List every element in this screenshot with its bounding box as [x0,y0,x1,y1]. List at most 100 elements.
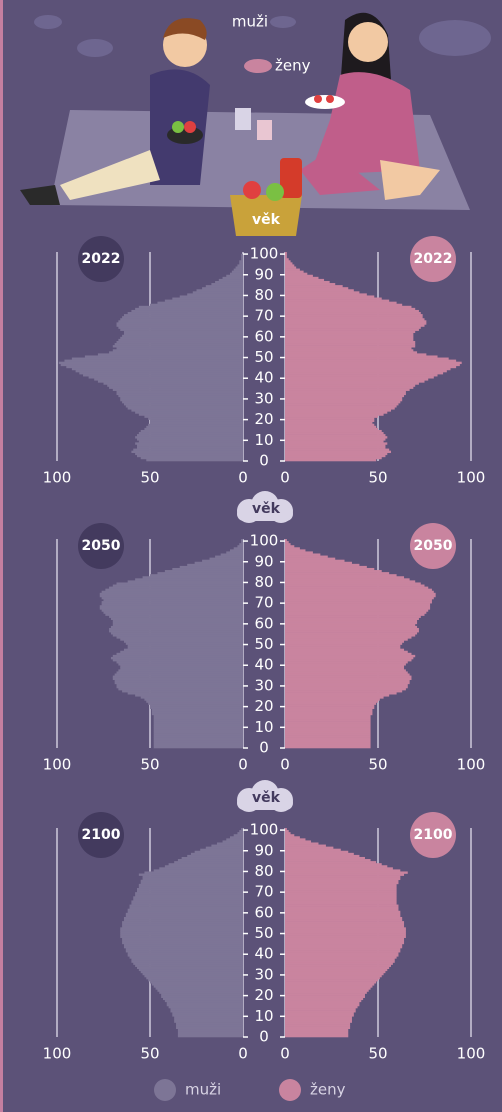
bar [285,840,312,843]
bar [285,603,431,606]
bar [202,559,243,563]
bar [285,865,388,868]
bar [140,879,243,883]
bar [116,322,243,325]
bar [285,349,414,352]
bar [172,1012,243,1015]
bar [99,607,243,610]
bar [285,927,406,930]
bar [222,276,243,280]
bar [153,741,243,745]
bar [285,547,300,550]
bar [285,553,321,556]
bar [138,885,243,889]
bar [285,326,421,329]
bar [192,291,243,294]
bar [153,985,243,988]
bar [285,287,349,290]
bar [239,543,243,546]
bar [285,729,371,732]
bar [172,1014,243,1017]
bar [285,312,421,315]
bar [285,956,397,959]
bar [60,363,243,367]
bar [127,910,243,914]
bar [163,997,243,1001]
bar [285,714,371,718]
bar [285,906,399,910]
y-tick-label: 100 [250,532,279,550]
bar [122,941,243,945]
bar [285,627,419,631]
bar [153,745,243,749]
bar [155,987,243,990]
bar [118,326,243,329]
y-tick-label: 40 [254,369,273,387]
bar [229,549,243,552]
bar [122,400,243,404]
bar [285,555,328,558]
bar [285,367,451,371]
bar [285,923,405,926]
bar [285,935,406,938]
bar [285,563,360,567]
bar [179,565,243,569]
bar [285,1012,354,1015]
year-label: 2100 [82,827,121,843]
bar [285,692,397,695]
bar [114,343,243,346]
bar [285,611,427,614]
bar [285,650,408,654]
bar [285,852,354,856]
bar [285,572,390,575]
bar [285,252,287,255]
bar [285,636,412,639]
bar [120,650,243,654]
bar [285,704,375,707]
bar [285,634,416,637]
bar [142,576,243,579]
bar [285,856,365,860]
bar [285,345,416,348]
bar [109,351,243,354]
bar [239,262,243,265]
y-tick-label: 90 [254,552,273,570]
bar [285,303,403,307]
bar [285,299,390,302]
bar [116,392,243,396]
bar [285,417,375,420]
bar [285,716,371,720]
y-tick-label: 80 [254,862,273,880]
bar [285,320,427,323]
bar [215,555,243,558]
bar [122,939,243,943]
bar [241,539,243,542]
bar [285,543,291,546]
bar [194,850,243,854]
bar [285,266,297,269]
bar [285,567,375,571]
bar [285,262,293,265]
y-tick-label: 80 [254,286,273,304]
bar [285,900,397,903]
bar [157,572,243,575]
bar [285,991,367,994]
bar [285,964,392,967]
bar [120,336,243,340]
bar [194,561,243,565]
bar [118,687,243,691]
bar [285,260,291,263]
bar [285,343,416,346]
bar [190,852,243,856]
bar [125,914,243,918]
y-tick-label: 60 [254,903,273,921]
y-tick-label: 0 [259,452,269,470]
bar [285,278,325,282]
bar [122,925,243,928]
bar [285,353,427,356]
bar [144,698,243,701]
bar [285,985,373,988]
bar [285,890,397,893]
bar [285,708,373,712]
bar [285,1018,352,1021]
